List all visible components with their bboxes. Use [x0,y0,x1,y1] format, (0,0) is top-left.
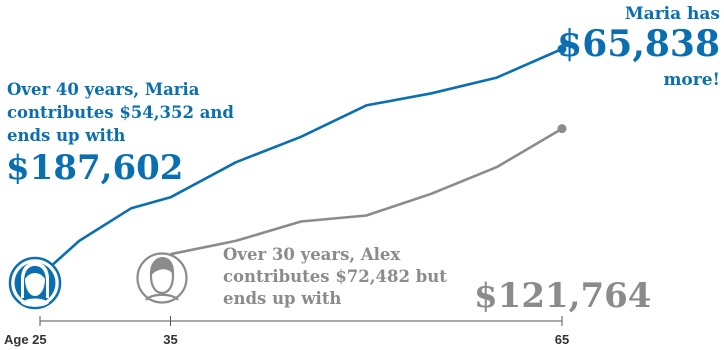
x-tick-label-35: 35 [163,332,178,347]
maria-series-line [39,47,563,277]
alex-total-label: $121,764 [474,276,652,316]
alex-summary-label: Over 30 years, Alex contributes $72,482 … [223,245,447,308]
x-axis-ticks [39,316,563,326]
alex-series-line [170,127,563,256]
maria-end-point [557,44,567,54]
maria-total-label: $187,602 [6,148,184,188]
x-tick-label-65: 65 [554,332,570,347]
difference-suffix-label: more! [663,70,720,90]
woman-avatar-icon [8,256,62,310]
maria-summary-label: Over 40 years, Maria contributes $54,352… [7,80,234,145]
difference-prefix-label: Maria has [624,4,720,24]
alex-end-point [557,124,567,134]
man-avatar-icon [136,252,188,304]
x-tick-label-age-25: Age 25 [4,332,47,347]
difference-amount-label: $65,838 [557,23,720,65]
